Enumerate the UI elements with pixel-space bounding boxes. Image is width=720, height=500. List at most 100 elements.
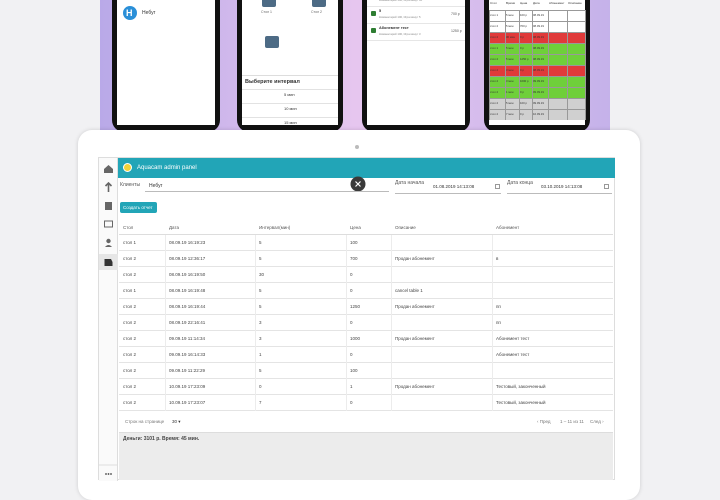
report-cell: 08.09.19: [533, 24, 544, 28]
table-cell: 08.09.19 16:19:48: [169, 288, 206, 293]
icon-upload[interactable]: [104, 181, 113, 192]
cell-border: [548, 65, 549, 76]
report-row: [489, 32, 585, 43]
cell-border: [165, 331, 166, 347]
client-input[interactable]: [145, 180, 389, 192]
table-cell: стол 1: [123, 288, 137, 293]
table-cell: 0: [259, 384, 262, 389]
icon-user-body: [105, 245, 112, 247]
table-row: [119, 235, 613, 251]
table-cell: 5: [259, 288, 262, 293]
phone-report: Стол Время Цена Дата Абонемент Описание стол 1…: [484, 0, 590, 132]
table-header: [119, 221, 613, 235]
checkbox[interactable]: [604, 184, 609, 189]
report-cell: 7 мин: [506, 112, 514, 116]
cell-border: [585, 76, 586, 87]
cell-border: [585, 32, 586, 43]
more-dot[interactable]: [107, 473, 110, 475]
more-dot[interactable]: [105, 473, 107, 475]
report-cell: стол 2: [490, 101, 499, 105]
report-cell: 08.09.19: [533, 46, 544, 50]
avatar-letter: Н: [126, 8, 133, 18]
cell-border: [165, 267, 166, 283]
cell-border: [585, 54, 586, 65]
interval-title: Выберите интервал: [245, 79, 300, 85]
create-button-label[interactable]: Создать отчет: [123, 205, 153, 210]
cell-border: [548, 98, 549, 109]
table-cell: стол 2: [123, 272, 137, 277]
table-row: [119, 395, 613, 411]
icon-home[interactable]: [104, 165, 113, 173]
table-cell: 5: [259, 368, 262, 373]
cell-border: [492, 251, 493, 267]
start-input[interactable]: [395, 180, 501, 194]
cell-border: [489, 109, 490, 120]
cell-border: [567, 32, 568, 43]
table-cell: Продан абонемент: [395, 336, 435, 341]
cell-border: [585, 109, 586, 120]
cell-border: [505, 87, 506, 98]
cell-border: [492, 267, 493, 283]
phone-screen: Стол Время Цена Дата Абонемент Описание стол 1…: [489, 0, 586, 125]
interval-option[interactable]: 5 мин: [284, 92, 295, 97]
cell-border: [492, 347, 493, 363]
camera: [355, 145, 359, 149]
cell-border: [346, 363, 347, 379]
cell-border: [489, 98, 490, 109]
cell-border: [346, 283, 347, 299]
report-header: Описание: [568, 1, 582, 5]
table-cell: 10.09.19 17:23:09: [169, 384, 206, 389]
icon-doc[interactable]: [105, 202, 112, 210]
table-cell: 10.09.19 17:23:07: [169, 400, 206, 405]
icon-card[interactable]: [104, 220, 113, 228]
divider: [242, 89, 338, 90]
column-header: Цена: [350, 225, 361, 230]
cell-border: [346, 267, 347, 283]
cell-border: [165, 347, 166, 363]
checkbox[interactable]: [495, 184, 500, 189]
clear-button[interactable]: [350, 176, 366, 192]
interval-option[interactable]: 10 мин: [284, 106, 297, 111]
item-title: Абонемент тест: [379, 26, 409, 30]
cell-border: [585, 98, 586, 109]
table-cell: 09.09.19 11:22:29: [169, 368, 205, 373]
divider: [367, 23, 465, 24]
cell-border: [492, 395, 493, 411]
report-row: [489, 43, 585, 54]
rows-select[interactable]: 30 ▾: [172, 419, 181, 424]
table-row: [119, 299, 613, 315]
icon-user[interactable]: [106, 238, 111, 244]
table-icon[interactable]: [265, 36, 279, 48]
more-dot[interactable]: [110, 473, 112, 475]
end-value: 03.10.2019 14:13:08: [541, 184, 583, 189]
phone-screen: 30Комментарий 100, Игра минут 30100 р5Ко…: [367, 0, 465, 125]
create-button[interactable]: [120, 202, 157, 213]
cell-border: [489, 87, 490, 98]
cell-border: [489, 32, 490, 43]
phone-tables: Стол 1 Стол 2 Выберите интервал 5 мин 10 мин…: [237, 0, 343, 132]
next-page[interactable]: След ›: [590, 419, 604, 424]
report-cell: 1000 р: [520, 79, 529, 83]
table-cell: cancel table 1: [395, 288, 423, 293]
table-icon[interactable]: [312, 0, 326, 7]
cell-border: [391, 315, 392, 331]
prev-page[interactable]: ‹ Пред: [537, 419, 551, 424]
end-input[interactable]: [507, 180, 612, 194]
report-cell: стол 2: [490, 35, 499, 39]
interval-option[interactable]: 15 мин: [284, 120, 297, 125]
table-cell: стол 1: [123, 240, 137, 245]
cell-border: [489, 65, 490, 76]
cell-border: [391, 267, 392, 283]
table-cell: 1: [259, 352, 262, 357]
report-cell: 0 р: [520, 68, 524, 72]
header-title: Aquacam admin panel: [137, 165, 197, 171]
item-note: Комментарий 100, Игра минут 30: [379, 0, 423, 2]
icon-reports[interactable]: [104, 259, 113, 266]
report-cell: 3 мин: [506, 68, 514, 72]
report-header: Дата: [533, 1, 540, 5]
report-cell: 30 мин: [506, 35, 515, 39]
report-cell: 5 мин: [506, 46, 514, 50]
cell-border: [532, 32, 533, 43]
table-icon[interactable]: [262, 0, 276, 7]
table-row: [119, 331, 613, 347]
